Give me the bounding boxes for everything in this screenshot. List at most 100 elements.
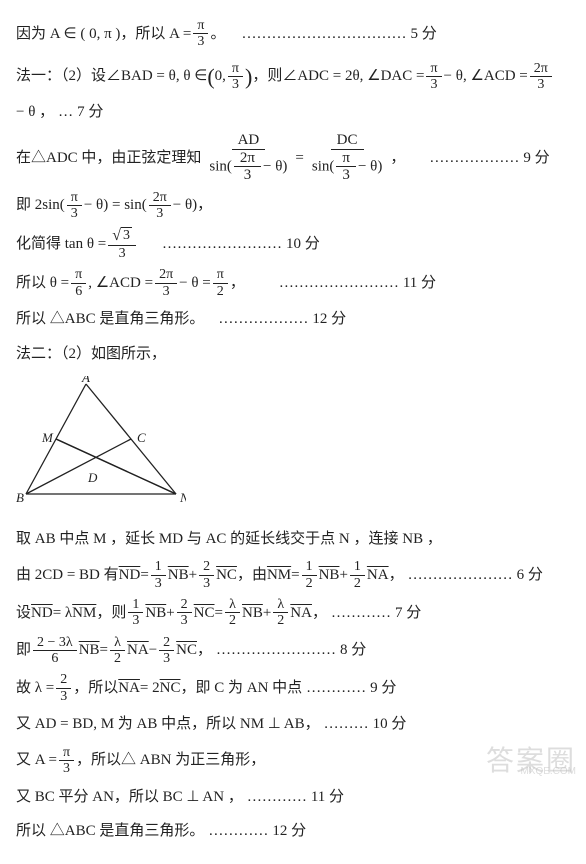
text: ，	[197, 636, 212, 665]
text: 法一：（2）设∠BAD = θ, θ ∈	[16, 62, 207, 91]
text: +	[166, 599, 174, 628]
text: +	[263, 599, 271, 628]
text: 又 AD = BD, M 为 AB 中点，所以 NM ⊥ AB，	[16, 710, 320, 739]
frac: 12	[302, 559, 317, 591]
svg-text:B: B	[16, 490, 24, 505]
frac: π6	[71, 267, 86, 299]
text: ，则∠ADC = 2θ, ∠DAC =	[252, 62, 424, 91]
frac: DC sin(π3− θ)	[306, 132, 388, 184]
text: ，所以△ ABN 为正三角形，	[76, 746, 265, 775]
text: , ∠ACD =	[88, 269, 153, 298]
triangle-svg: ABNMCD	[16, 376, 186, 506]
dots: ………	[324, 710, 369, 739]
line-4: 即 2sin( π3 − θ) = sin( 2π3 − θ)，	[16, 190, 570, 222]
dots: …………	[306, 674, 366, 703]
frac: AD sin(2π3− θ)	[203, 132, 293, 184]
frac: λ2	[110, 635, 125, 667]
text: 0,	[215, 62, 226, 91]
text: 化简得 tan θ =	[16, 230, 106, 259]
text: ，所以	[73, 674, 118, 703]
text: 所以 θ =	[16, 269, 69, 298]
frac: 23	[177, 597, 192, 629]
line-16: 又 BC 平分 AN，所以 BC ⊥ AN ， ………… 11 分	[16, 783, 570, 812]
text: − θ =	[179, 269, 211, 298]
vec: NA	[127, 636, 149, 665]
frac: π3	[59, 745, 74, 777]
line-14: 又 AD = BD, M 为 AB 中点，所以 NM ⊥ AB， ……… 10 …	[16, 710, 570, 739]
frac: 2 − 3λ6	[33, 635, 77, 667]
dots: ……………………	[279, 269, 399, 298]
frac: π3	[67, 190, 82, 222]
text: ，	[389, 561, 404, 590]
vec: NB	[319, 561, 340, 590]
frac-pi-3: π 3	[193, 18, 208, 50]
paren: (	[207, 56, 214, 98]
score: 11 分	[403, 269, 436, 298]
line-10: 由 2CD = BD 有 ND = 13 NB + 23 NC ，由 NM = …	[16, 559, 570, 591]
text: ，	[390, 144, 405, 173]
dots: …………	[208, 817, 268, 846]
svg-text:C: C	[137, 430, 146, 445]
text: +	[189, 561, 197, 590]
text: 由 2CD = BD 有	[16, 561, 119, 590]
vec: NB	[242, 599, 263, 628]
frac: λ2	[273, 597, 288, 629]
text: − θ, ∠ACD =	[444, 62, 528, 91]
frac: 13	[128, 597, 143, 629]
vec: ND	[31, 599, 53, 628]
vec: NA	[367, 561, 389, 590]
score: 5 分	[410, 20, 436, 49]
vec: NC	[194, 599, 215, 628]
dots: ………………	[218, 305, 308, 334]
text: 即 2sin(	[16, 191, 65, 220]
score: 10 分	[373, 710, 407, 739]
text: 因为 A ∈ ( 0, π )，所以 A =	[16, 20, 191, 49]
line-5: 化简得 tan θ = √3 3 …………………… 10 分	[16, 227, 570, 261]
frac: 2π3	[155, 267, 177, 299]
text: − θ) = sin(	[84, 191, 147, 220]
frac: π 3	[228, 61, 243, 93]
text: =	[215, 599, 223, 628]
frac: 12	[350, 559, 365, 591]
frac: π2	[213, 267, 228, 299]
score: 12 分	[272, 817, 306, 846]
vec: NA	[118, 674, 140, 703]
text: − θ)，	[173, 191, 212, 220]
triangle-diagram: ABNMCD	[16, 376, 570, 517]
line-6: 所以 θ = π6 , ∠ACD = 2π3 − θ = π2 ， …………………	[16, 267, 570, 299]
score: 7 分	[77, 98, 103, 127]
text: 设	[16, 599, 31, 628]
line-13: 故 λ = 23 ，所以 NA = 2 NC ，即 C 为 AN 中点 ……………	[16, 672, 570, 704]
frac: 23	[199, 559, 214, 591]
line-11: 设 ND = λ NM ，则 13 NB + 23 NC = λ2 NB + λ…	[16, 597, 570, 629]
vec: NB	[145, 599, 166, 628]
dots: …………	[331, 599, 391, 628]
text: ，即 C 为 AN 中点	[180, 674, 302, 703]
text: ，	[230, 269, 245, 298]
text: −	[149, 636, 157, 665]
text: = λ	[53, 599, 72, 628]
line-2: 法一：（2）设∠BAD = θ, θ ∈ ( 0, π 3 ) ，则∠ADC =…	[16, 56, 570, 126]
line-3: 在△ADC 中，由正弦定理知 AD sin(2π3− θ) = DC sin(π…	[16, 132, 570, 184]
dots: ……………………	[162, 230, 282, 259]
dots: …	[58, 98, 73, 127]
text: − θ ，	[16, 98, 54, 127]
text: 所以 △ABC 是直角三角形。	[16, 305, 204, 334]
line-17: 所以 △ABC 是直角三角形。 ………… 12 分	[16, 817, 570, 846]
text: 。	[210, 20, 225, 49]
svg-text:M: M	[41, 430, 54, 445]
frac: 2π3	[149, 190, 171, 222]
line-12: 即 2 − 3λ6 NB = λ2 NA − 23 NC ， …………………… …	[16, 635, 570, 667]
dots: ……………………………	[241, 20, 406, 49]
line-8: 法二：（2）如图所示，	[16, 340, 570, 369]
score: 8 分	[340, 636, 366, 665]
vec: NB	[79, 636, 100, 665]
vec: ND	[119, 561, 141, 590]
dots: ………………	[429, 144, 519, 173]
frac: π 3	[426, 61, 441, 93]
vec: NC	[176, 636, 197, 665]
frac: 23	[159, 635, 174, 667]
frac: √3 3	[108, 227, 136, 261]
score: 10 分	[286, 230, 320, 259]
frac: 2π 3	[530, 61, 552, 93]
